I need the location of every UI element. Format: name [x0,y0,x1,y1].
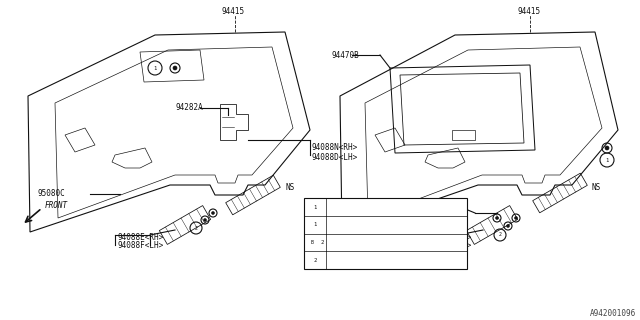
Circle shape [212,212,214,214]
Text: 1: 1 [314,222,317,227]
Text: 94088E<RH>: 94088E<RH> [117,233,163,242]
Text: 94088E<RH>: 94088E<RH> [425,233,471,242]
Text: 1: 1 [314,205,317,210]
Text: 94088N<RH>: 94088N<RH> [312,143,358,153]
Circle shape [515,217,517,219]
Text: 016506120(2): 016506120(2) [329,239,381,246]
Bar [304,198,467,269]
Circle shape [173,66,177,70]
Text: 95080C: 95080C [420,204,448,212]
Text: 95080C: 95080C [38,189,66,198]
Circle shape [605,146,609,150]
Text: D74000B: D74000B [329,257,360,263]
Text: 2: 2 [314,258,317,262]
Text: 2: 2 [195,226,197,230]
Text: NS: NS [592,183,601,193]
Text: NS: NS [285,183,294,193]
Text: ('00MY9908-): ('00MY9908-) [389,257,442,263]
Circle shape [204,219,206,221]
Text: 94415: 94415 [222,7,245,17]
Text: 2: 2 [499,233,501,237]
Text: ('01MY9912-): ('01MY9912-) [389,221,442,228]
Text: FRONT: FRONT [45,201,68,210]
Text: 94415: 94415 [517,7,540,17]
Text: 2: 2 [321,240,324,245]
Text: (-'00MY9907): (-'00MY9907) [389,239,442,246]
Text: 94282A: 94282A [176,103,204,113]
Circle shape [496,217,498,219]
Text: 94088F<LH>: 94088F<LH> [425,241,471,250]
Text: 95080C: 95080C [329,222,355,228]
Text: A942001096: A942001096 [590,309,636,318]
Text: 65585C: 65585C [329,204,355,210]
Text: 1: 1 [154,66,157,70]
Text: 94470B: 94470B [332,51,360,60]
Text: 94088F<LH>: 94088F<LH> [117,241,163,250]
Text: 94088D<LH>: 94088D<LH> [312,153,358,162]
Text: B: B [310,240,314,245]
Circle shape [507,225,509,227]
Text: 1: 1 [605,157,609,163]
Text: (-'00MY0006): (-'00MY0006) [389,204,442,211]
